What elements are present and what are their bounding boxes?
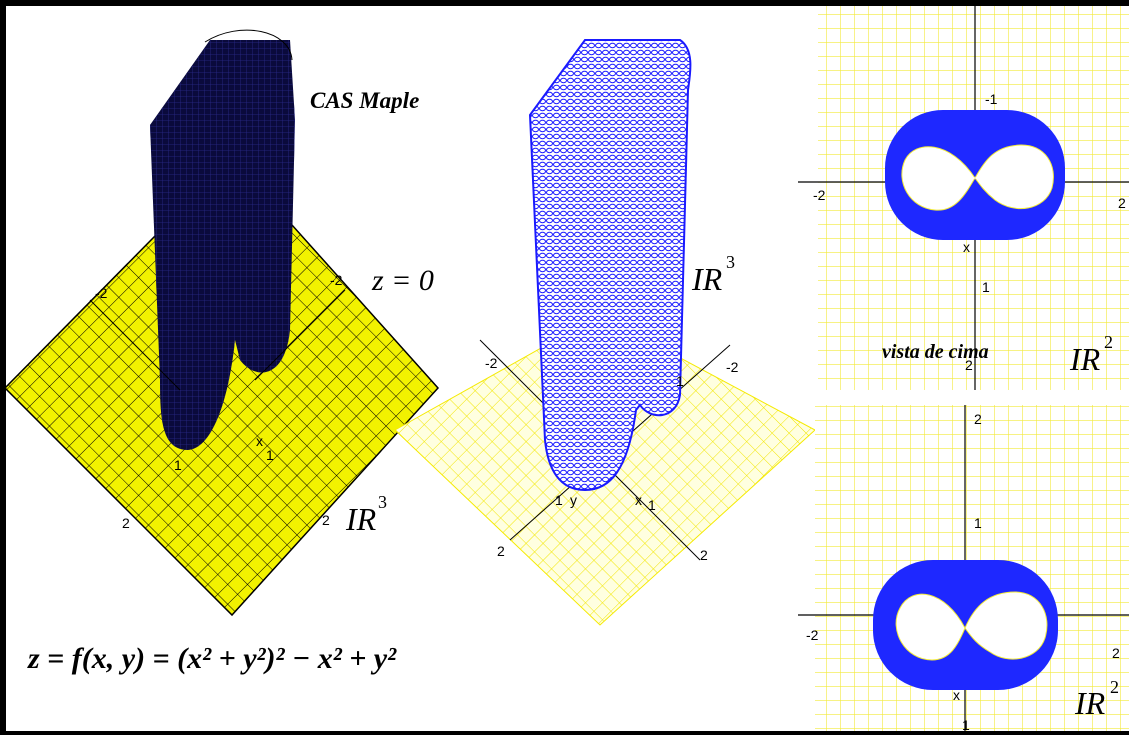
mid-tick-1: -2 [485, 355, 498, 371]
frame-top [0, 0, 1129, 6]
tr-tick-4: x [963, 239, 970, 255]
r3-exp-left: 3 [378, 492, 387, 512]
br-tick-5: x [953, 687, 960, 703]
left-tick-2: -2 [330, 272, 343, 288]
mid-tick-5: y [570, 492, 577, 508]
mid-tick-9: 2 [700, 547, 708, 563]
frame-left [0, 0, 6, 735]
bottomright-curve [873, 560, 1058, 690]
left-tick-5: 1 [266, 447, 274, 463]
tr-tick-3: 2 [1118, 195, 1126, 211]
br-tick-6: 1 [962, 717, 970, 733]
tr-tick-5: 1 [982, 279, 990, 295]
formula-label: z = f(x, y) = (x² + y²)² − x² + y² [27, 642, 397, 675]
left-tick-7: 2 [322, 512, 330, 528]
cas-label: CAS Maple [310, 88, 419, 113]
r2-label-bottom: IR [1074, 685, 1106, 721]
r3-label-mid: IR [691, 261, 723, 297]
r2-exp-top: 2 [1104, 332, 1113, 352]
r2-label-top: IR [1069, 341, 1101, 377]
z-zero-label: z = 0 [371, 264, 434, 297]
tr-tick-6: 2 [965, 357, 973, 373]
middle-surface [528, 39, 692, 492]
r3-exp-mid: 3 [726, 252, 735, 272]
mid-tick-6: x [635, 492, 642, 508]
mid-tick-3: 1 [676, 373, 684, 389]
br-tick-3: -2 [806, 627, 819, 643]
br-tick-1: 2 [974, 411, 982, 427]
frame-bottom [0, 731, 1129, 735]
bottomright-axes: 2 1 -2 2 x 1 [806, 411, 1120, 733]
left-tick-6: 2 [122, 515, 130, 531]
br-tick-4: 2 [1112, 645, 1120, 661]
topright-curve [885, 110, 1065, 240]
left-axes: -2 -2 1 x 1 2 2 [89, 272, 346, 531]
r3-label-left: IR [345, 501, 377, 537]
mid-tick-8: 2 [497, 543, 505, 559]
middle-axes: -2 -2 1 1 y x 1 2 2 [485, 355, 739, 563]
r2-exp-bottom: 2 [1110, 677, 1119, 697]
tr-tick-1: -1 [985, 91, 998, 107]
br-tick-2: 1 [974, 515, 982, 531]
left-surface [150, 29, 295, 450]
mid-tick-7: 1 [648, 497, 656, 513]
tr-tick-2: -2 [813, 187, 826, 203]
vista-label: vista de cima [882, 341, 989, 363]
mid-tick-2: -2 [726, 359, 739, 375]
mid-tick-4: 1 [555, 492, 563, 508]
left-tick-4: x [256, 433, 263, 449]
topright-axes: -1 -2 2 x 1 2 [813, 91, 1126, 373]
left-tick-1: -2 [95, 285, 108, 301]
left-tick-3: 1 [174, 457, 182, 473]
